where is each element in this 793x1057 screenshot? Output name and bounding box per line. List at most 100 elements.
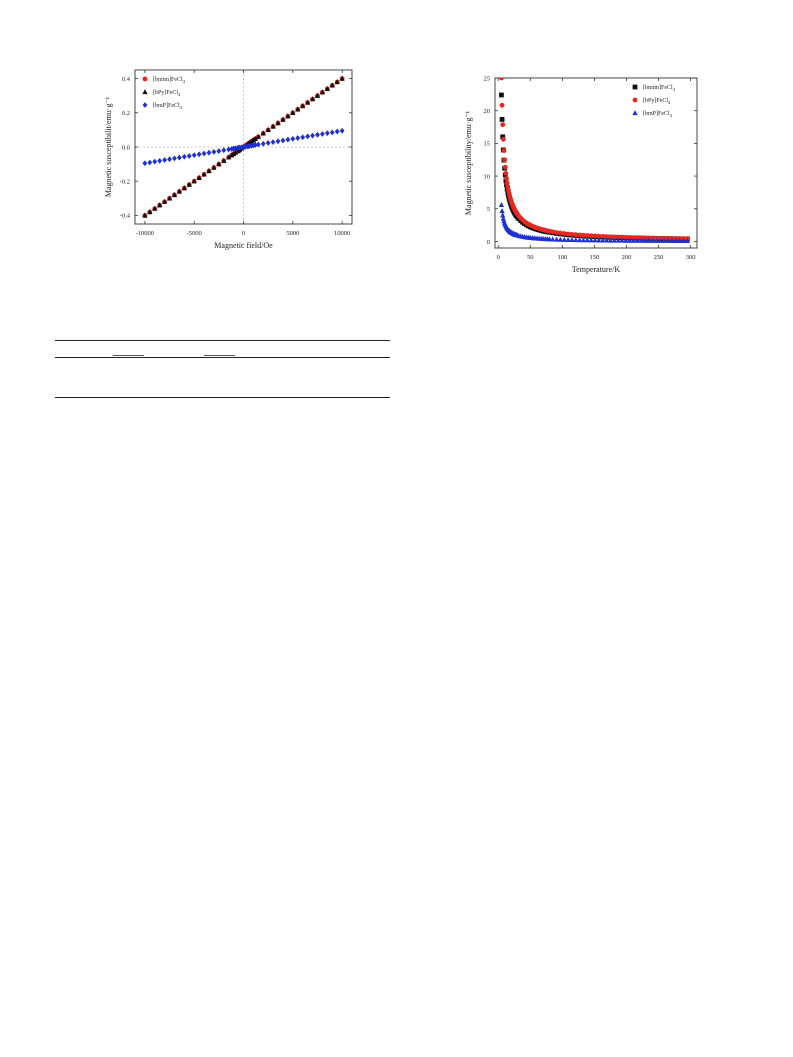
data-point <box>607 237 614 243</box>
data-point <box>631 235 636 240</box>
data-point <box>309 96 316 102</box>
data-point <box>157 202 163 208</box>
data-point <box>285 113 291 119</box>
data-point <box>275 138 281 145</box>
data-point <box>653 237 660 243</box>
table-top-rule <box>55 340 390 341</box>
data-point <box>557 236 564 242</box>
data-point <box>500 136 506 142</box>
data-point <box>596 237 602 243</box>
data-point <box>171 192 178 198</box>
y-tick-label: 20 <box>484 108 491 115</box>
data-point <box>565 236 571 242</box>
data-point <box>226 146 232 153</box>
data-point <box>611 234 617 240</box>
legend-entry-2: [bmP]FeCl4 <box>153 103 183 110</box>
data-point <box>142 212 148 218</box>
data-point <box>176 154 182 161</box>
data-point <box>577 237 583 243</box>
data-point <box>499 208 505 214</box>
x-tick-label: 200 <box>622 254 632 261</box>
legend-marker <box>632 110 638 116</box>
data-point <box>324 85 330 91</box>
data-point <box>650 237 656 243</box>
data-point <box>270 139 276 146</box>
data-point <box>285 136 291 143</box>
y-tick-label: 10 <box>484 173 491 180</box>
data-point <box>553 236 560 242</box>
data-point <box>669 237 675 243</box>
data-point <box>305 133 311 140</box>
data-point <box>196 174 202 180</box>
data-point <box>221 147 227 154</box>
data-point <box>275 120 281 126</box>
data-point <box>252 135 258 141</box>
data-point <box>657 237 664 243</box>
y-tick-label: 0.2 <box>122 110 130 117</box>
data-point <box>661 237 667 243</box>
data-point <box>162 157 167 163</box>
data-point <box>558 230 563 236</box>
legend-entry-2: [bmP]FeCl4 <box>643 111 673 118</box>
data-point <box>339 127 345 134</box>
data-point <box>142 160 148 167</box>
data-point <box>300 103 306 109</box>
data-point <box>176 188 183 194</box>
data-point <box>615 234 621 240</box>
legend-entry-0: [bmim]FeCl4 <box>153 77 186 84</box>
data-point <box>314 92 321 98</box>
data-point <box>561 236 567 242</box>
series-2 <box>498 201 691 244</box>
legend-entry-1: [bPy]FeCl4 <box>153 90 181 97</box>
x-tick-label: -10000 <box>136 230 154 237</box>
data-point <box>630 237 637 243</box>
data-point <box>196 151 202 158</box>
data-point <box>280 137 286 144</box>
y-tick-label: -0.4 <box>120 213 131 220</box>
data-point <box>211 148 217 155</box>
legend-marker <box>142 102 148 108</box>
data-point <box>600 234 606 239</box>
data-point <box>561 231 567 236</box>
legend-entry-0: [bmim]FeCl4 <box>643 85 676 92</box>
data-point <box>290 135 296 142</box>
data-point <box>186 153 192 159</box>
data-point <box>592 237 598 243</box>
data-point <box>634 237 641 243</box>
y-axis-label: Magnetic susceptibilit/emu·g⁻¹ <box>104 96 113 197</box>
series-1 <box>499 78 690 242</box>
series-1 <box>142 75 345 218</box>
data-point <box>503 170 509 176</box>
data-point <box>498 201 505 208</box>
data-point <box>206 149 212 156</box>
legend-marker <box>142 89 148 95</box>
x-tick-label: 300 <box>686 254 696 261</box>
data-point <box>500 212 506 218</box>
data-point <box>680 237 687 243</box>
data-point <box>501 148 507 154</box>
x-axis-label: Magnetic field/Oe <box>214 241 273 250</box>
data-point <box>623 234 629 240</box>
data-point <box>221 157 227 163</box>
data-point <box>191 152 197 159</box>
data-point <box>677 237 683 243</box>
data-point <box>152 158 158 165</box>
x-tick-label: 150 <box>590 254 600 261</box>
data-point <box>673 237 679 243</box>
data-point <box>592 233 598 239</box>
data-point <box>329 82 335 88</box>
data-point <box>569 231 575 237</box>
data-point <box>147 209 153 215</box>
data-point <box>608 234 613 240</box>
data-point <box>300 134 306 141</box>
susceptibility-temperature-chart: 0 50 100 150 200 250 300 0 5 10 15 20 25 Temperature/… <box>464 75 698 274</box>
data-point <box>334 128 340 135</box>
x-tick-label: 0 <box>497 254 500 261</box>
table-header-subrule-1 <box>113 355 144 356</box>
y-tick-label: 0.4 <box>122 76 131 83</box>
data-point <box>255 133 261 139</box>
data-point <box>216 148 222 154</box>
data-point <box>588 237 594 243</box>
x-tick-label: 50 <box>527 254 534 261</box>
plot-frame <box>494 77 698 249</box>
